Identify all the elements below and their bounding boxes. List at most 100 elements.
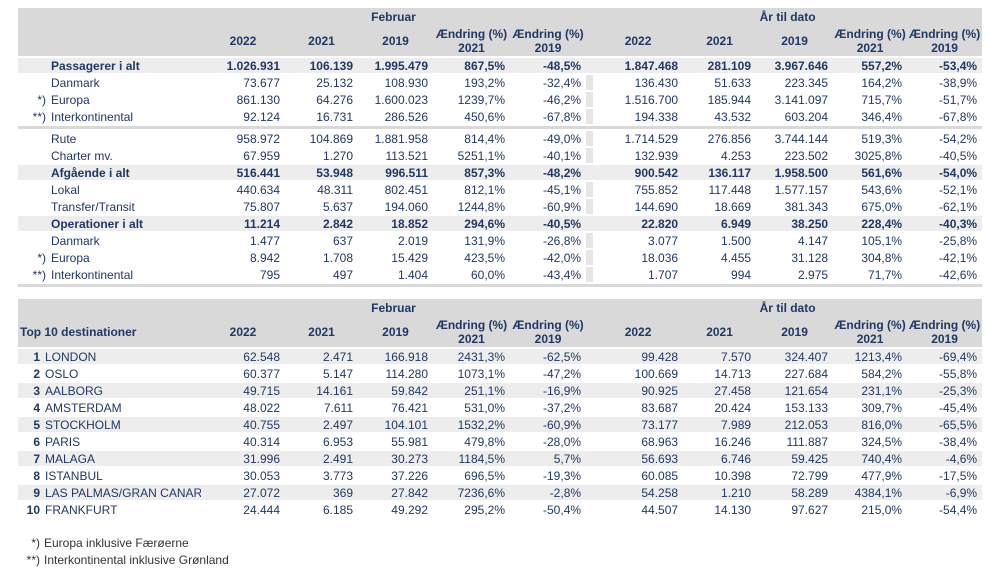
value-cell: 62.548 <box>201 349 285 366</box>
value-cell: -48,5% <box>510 58 587 75</box>
period-header-row: Februar År til dato <box>18 8 983 26</box>
row-label: Europa <box>51 92 90 107</box>
traffic-summary-table: Februar År til dato 2022 2021 2019 Ændri… <box>18 8 983 289</box>
value-cell: 2.497 <box>285 417 358 434</box>
value-cell: 286.526 <box>358 109 433 126</box>
value-cell: 369 <box>285 485 358 502</box>
value-cell: -38,4% <box>907 434 983 451</box>
row-label: Operationer i alt <box>51 216 144 231</box>
value-cell: 68.963 <box>593 434 684 451</box>
value-cell: 1.404 <box>358 267 433 284</box>
value-cell: -25,8% <box>907 233 983 250</box>
value-cell: 996.511 <box>358 165 433 182</box>
value-cell: 715,7% <box>833 92 908 109</box>
value-cell: 5.637 <box>285 199 358 216</box>
value-cell: 304,8% <box>833 250 908 267</box>
footnote-marker: **) <box>32 109 46 124</box>
change-year: 2021 <box>856 41 884 55</box>
value-cell: 1532,2% <box>433 417 510 434</box>
row-label: Transfer/Transit <box>51 199 135 214</box>
column-gap <box>586 250 594 267</box>
top10-title: Top 10 destinationer <box>18 317 201 349</box>
value-cell: 76.421 <box>358 400 433 417</box>
value-cell: 4384,1% <box>833 485 908 502</box>
value-cell: -16,9% <box>510 383 587 400</box>
change-label: Ændring (%) <box>435 318 508 332</box>
value-cell: 18.852 <box>358 216 433 233</box>
value-cell: 104.869 <box>285 131 358 148</box>
value-cell: 1.881.958 <box>358 131 433 148</box>
change-year: 2021 <box>458 332 485 346</box>
value-cell: -50,4% <box>510 502 587 519</box>
value-cell: 14.130 <box>683 502 757 519</box>
data-row: *) Europa 8.942 1.708 15.429 423,5% -42,0% 18.0… <box>18 250 983 267</box>
change-col-header: Ændring (%) 2021 <box>433 26 510 58</box>
period-header-ytd: År til dato <box>593 8 983 26</box>
row-label: Interkontinental <box>51 109 134 124</box>
footnotes: *) Europa inklusive Færøerne **) Interkont… <box>18 535 982 569</box>
row-label: AMSTERDAM <box>45 400 122 415</box>
column-gap <box>586 417 594 434</box>
value-cell: 24.444 <box>201 502 285 519</box>
value-cell: 117.448 <box>683 182 757 199</box>
value-cell: 16.246 <box>683 434 757 451</box>
value-cell: 450,6% <box>433 109 510 126</box>
value-cell: 1.707 <box>593 267 684 284</box>
value-cell: -55,8% <box>907 366 983 383</box>
value-cell: 16.731 <box>285 109 358 126</box>
value-cell: 48.022 <box>201 400 285 417</box>
column-gap <box>586 75 594 92</box>
data-row: Lokal 440.634 48.311 802.451 812,1% -45,1% 755… <box>18 182 983 199</box>
value-cell: -69,4% <box>907 349 983 366</box>
data-row: 4 AMSTERDAM 48.022 7.611 76.421 531,0% -37,2% 8… <box>18 400 983 417</box>
value-cell: 861.130 <box>201 92 285 109</box>
value-cell: 105,1% <box>833 233 908 250</box>
value-cell: 4.455 <box>683 250 757 267</box>
value-cell: 194.060 <box>358 199 433 216</box>
row-label: STOCKHOLM <box>45 417 121 432</box>
value-cell: -32,4% <box>510 75 587 92</box>
value-cell: 3025,8% <box>833 148 908 165</box>
value-cell: 166.918 <box>358 349 433 366</box>
total-row: Passagerer i alt 1.026.931 106.139 1.995.47… <box>18 58 983 75</box>
value-cell: 223.345 <box>756 75 834 92</box>
value-cell: 227.684 <box>756 366 834 383</box>
column-gap <box>586 199 594 216</box>
value-cell: 53.948 <box>285 165 358 182</box>
footnote-marker: *) <box>31 536 40 550</box>
value-cell: -38,9% <box>907 75 983 92</box>
value-cell: 740,4% <box>833 451 908 468</box>
value-cell: 5,7% <box>510 451 587 468</box>
value-cell: 27.842 <box>358 485 433 502</box>
value-cell: -67,8% <box>907 109 983 126</box>
value-cell: 194.338 <box>593 109 684 126</box>
change-label: Ændring (%) <box>834 318 906 332</box>
value-cell: 231,1% <box>833 383 908 400</box>
value-cell: 7.611 <box>285 400 358 417</box>
data-row: **) Interkontinental 92.124 16.731 286.526 45… <box>18 109 983 126</box>
value-cell: 1.995.479 <box>358 58 433 75</box>
value-cell: 72.799 <box>756 468 834 485</box>
year-col-header: 2022 <box>201 317 285 349</box>
value-cell: 1.714.529 <box>593 131 684 148</box>
value-cell: 812,1% <box>433 182 510 199</box>
value-cell: 1239,7% <box>433 92 510 109</box>
period-header-februar: Februar <box>201 8 587 26</box>
value-cell: 543,6% <box>833 182 908 199</box>
value-cell: 531,0% <box>433 400 510 417</box>
value-cell: -54,2% <box>907 131 983 148</box>
value-cell: 106.139 <box>285 58 358 75</box>
data-row: Charter mv. 67.959 1.270 113.521 5251,1% -40,… <box>18 148 983 165</box>
value-cell: 2.975 <box>756 267 834 284</box>
value-cell: 2.019 <box>358 233 433 250</box>
value-cell: 38.250 <box>756 216 834 233</box>
value-cell: 6.953 <box>285 434 358 451</box>
value-cell: 100.669 <box>593 366 684 383</box>
value-cell: 64.276 <box>285 92 358 109</box>
value-cell: 6.949 <box>683 216 757 233</box>
value-cell: 40.314 <box>201 434 285 451</box>
value-cell: 144.690 <box>593 199 684 216</box>
row-label: Interkontinental <box>51 267 134 282</box>
change-label: Ændring (%) <box>512 27 584 41</box>
value-cell: 108.930 <box>358 75 433 92</box>
